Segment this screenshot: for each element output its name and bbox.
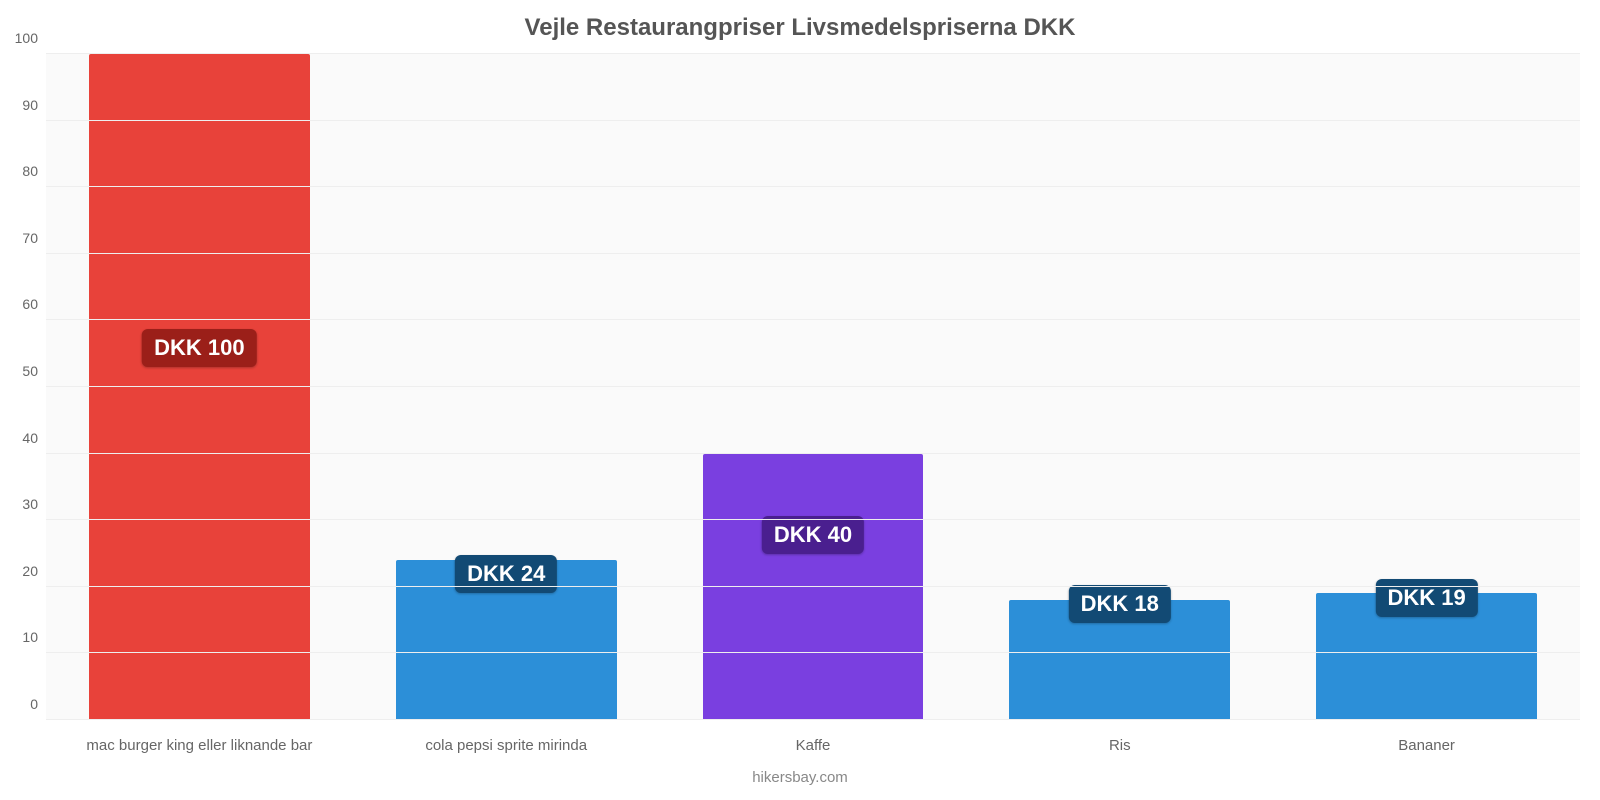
y-tick-label: 90 bbox=[22, 97, 38, 113]
y-tick-label: 50 bbox=[22, 363, 38, 379]
y-tick-label: 70 bbox=[22, 230, 38, 246]
bars-container: DKK 100 DKK 24 DKK 40 DKK 18 DKK 19 bbox=[46, 54, 1580, 720]
y-tick-label: 80 bbox=[22, 163, 38, 179]
grid-line bbox=[46, 652, 1580, 653]
bar-slot: DKK 18 bbox=[966, 54, 1273, 720]
value-badge: DKK 18 bbox=[1069, 585, 1171, 623]
bar-slot: DKK 40 bbox=[660, 54, 967, 720]
value-badge: DKK 24 bbox=[455, 555, 557, 593]
grid-line bbox=[46, 186, 1580, 187]
grid-line bbox=[46, 586, 1580, 587]
plot-area: DKK 100DKK 24DKK 40DKK 18DKK 19 01020304… bbox=[46, 54, 1580, 720]
chart-source: hikersbay.com bbox=[0, 769, 1600, 786]
chart-title: Vejle Restaurangpriser Livsmedelsprisern… bbox=[0, 0, 1600, 42]
y-tick-label: 100 bbox=[15, 30, 38, 46]
x-axis-labels: mac burger king eller liknande barcola p… bbox=[46, 737, 1580, 754]
bar-slot: DKK 24 bbox=[353, 54, 660, 720]
y-tick-label: 20 bbox=[22, 563, 38, 579]
grid-line bbox=[46, 453, 1580, 454]
value-badge: DKK 19 bbox=[1375, 579, 1477, 617]
bar-slot: DKK 100 bbox=[46, 54, 353, 720]
grid-line bbox=[46, 519, 1580, 520]
value-badge: DKK 40 bbox=[762, 516, 864, 554]
x-axis-label: Bananer bbox=[1273, 737, 1580, 754]
grid-line bbox=[46, 253, 1580, 254]
y-tick-label: 40 bbox=[22, 430, 38, 446]
x-axis-label: mac burger king eller liknande bar bbox=[46, 737, 353, 754]
y-tick-label: 60 bbox=[22, 296, 38, 312]
x-axis-label: cola pepsi sprite mirinda bbox=[353, 737, 660, 754]
bar bbox=[89, 54, 310, 720]
bar-slot: DKK 19 bbox=[1273, 54, 1580, 720]
grid-line bbox=[46, 386, 1580, 387]
grid-line bbox=[46, 719, 1580, 720]
y-tick-label: 30 bbox=[22, 496, 38, 512]
y-tick-label: 10 bbox=[22, 629, 38, 645]
grid-line bbox=[46, 120, 1580, 121]
grid-line bbox=[46, 319, 1580, 320]
x-axis-label: Kaffe bbox=[660, 737, 967, 754]
price-bar-chart: Vejle Restaurangpriser Livsmedelsprisern… bbox=[0, 0, 1600, 800]
y-tick-label: 0 bbox=[30, 696, 38, 712]
grid-line bbox=[46, 53, 1580, 54]
value-badge: DKK 100 bbox=[142, 329, 256, 367]
x-axis-label: Ris bbox=[966, 737, 1273, 754]
